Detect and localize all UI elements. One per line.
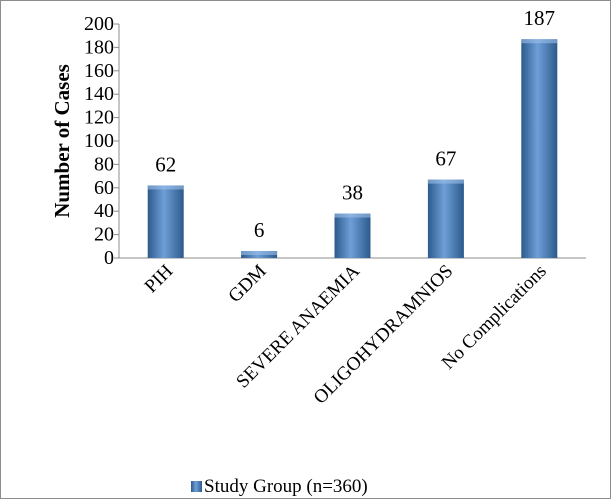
category-label: PIH xyxy=(141,260,178,297)
bar xyxy=(427,179,464,258)
bar-highlight xyxy=(521,39,558,44)
legend: Study Group (n=360) xyxy=(191,476,368,497)
bar-highlight xyxy=(334,213,371,218)
data-label: 67 xyxy=(435,147,456,171)
bar xyxy=(334,213,371,258)
category-label: GDM xyxy=(224,261,270,307)
data-label: 6 xyxy=(254,218,265,242)
bar-highlight xyxy=(147,185,184,190)
y-tick-label: 80 xyxy=(94,153,114,175)
y-tick-label: 200 xyxy=(84,13,114,35)
legend-swatch xyxy=(191,481,202,492)
data-label: 38 xyxy=(342,181,363,205)
legend-label: Study Group (n=360) xyxy=(204,476,368,497)
y-tick-label: 120 xyxy=(84,107,114,129)
y-tick-label: 40 xyxy=(94,200,114,222)
y-tick-label: 100 xyxy=(84,130,114,152)
y-tick-label: 20 xyxy=(94,224,114,246)
y-tick-label: 160 xyxy=(84,60,114,82)
data-labels: 62 6 38 67 187 xyxy=(155,6,555,242)
y-tick-label: 0 xyxy=(104,247,114,269)
bars xyxy=(147,39,558,259)
data-label: 187 xyxy=(524,6,556,30)
bar-highlight xyxy=(427,179,464,184)
data-label: 62 xyxy=(155,152,176,176)
y-tick-label: 140 xyxy=(84,83,114,105)
bar xyxy=(147,185,184,258)
y-tick-label: 60 xyxy=(94,177,114,199)
bar-highlight xyxy=(241,250,278,255)
bar xyxy=(521,39,558,259)
y-tick-label: 180 xyxy=(84,36,114,58)
y-axis-label: Number of Cases xyxy=(50,64,74,218)
